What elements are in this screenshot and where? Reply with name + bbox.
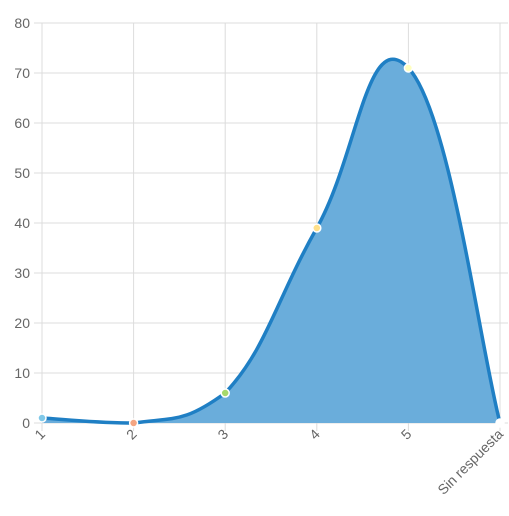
data-points: [37, 63, 505, 428]
y-tick-label-40: 40: [14, 215, 30, 231]
x-axis-tick-labels: 1 2 3 4 5 Sin respuesta: [31, 426, 506, 498]
x-tick-label-3: 3: [214, 426, 231, 443]
x-tick-label-5: 5: [398, 426, 415, 443]
area-fill: [42, 59, 500, 423]
y-tick-label-30: 30: [14, 265, 30, 281]
x-tick-label-2: 2: [123, 426, 140, 443]
x-tick-label-6: Sin respuesta: [434, 426, 506, 498]
data-point-2: [128, 418, 139, 428]
y-tick-label-20: 20: [14, 315, 30, 331]
y-tick-label-60: 60: [14, 115, 30, 131]
data-point-1: [37, 413, 47, 423]
data-point-4: [312, 223, 322, 233]
data-point-6: [495, 418, 505, 428]
data-point-5: [403, 63, 414, 73]
y-tick-label-70: 70: [14, 65, 30, 81]
y-gridlines: [34, 22, 508, 424]
x-tick-label-4: 4: [306, 426, 323, 443]
data-point-3: [220, 388, 230, 398]
x-tick-label-1: 1: [31, 426, 48, 443]
y-axis-tick-labels: 0 10 20 30 40 50 60 70 80: [14, 15, 30, 431]
y-tick-label-50: 50: [14, 165, 30, 181]
y-tick-label-0: 0: [22, 415, 30, 431]
y-tick-label-10: 10: [14, 365, 30, 381]
y-tick-label-80: 80: [14, 15, 30, 31]
